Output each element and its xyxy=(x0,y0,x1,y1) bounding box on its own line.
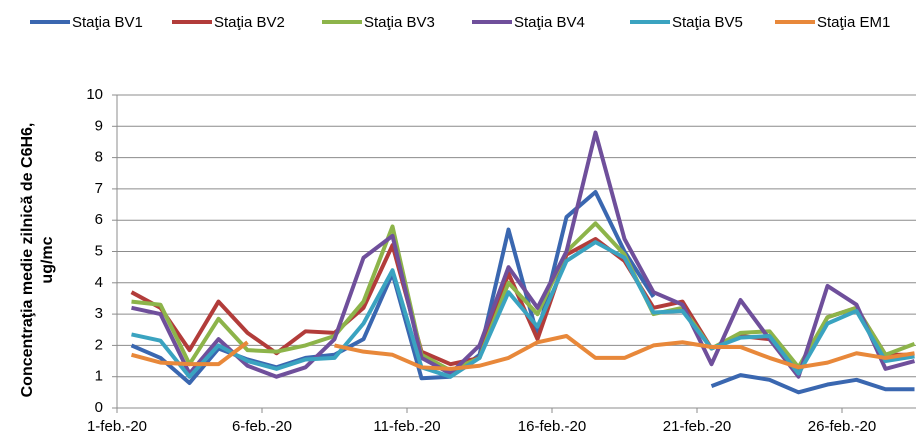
x-tick-label: 26-feb.-20 xyxy=(808,418,876,435)
data-line xyxy=(130,334,915,371)
y-tick-label: 10 xyxy=(86,86,103,103)
y-tick-label: 2 xyxy=(95,336,103,353)
legend-label: Staţia BV2 xyxy=(214,14,285,31)
y-axis-title-line: ug/mc xyxy=(39,236,56,283)
y-tick-label: 9 xyxy=(95,117,103,134)
data-line xyxy=(131,240,915,379)
legend-label: Staţia BV1 xyxy=(72,14,143,31)
data-line xyxy=(131,221,916,373)
x-tick-label: 1-feb.-20 xyxy=(87,418,147,435)
y-axis-title: Concentraţia medie zilnică de C6H6, ug/m… xyxy=(19,123,56,398)
legend-label: Staţia BV3 xyxy=(364,14,435,31)
x-tick-label: 6-feb.-20 xyxy=(232,418,292,435)
y-tick-label: 3 xyxy=(95,305,103,322)
data-line xyxy=(131,130,916,379)
x-tick-label: 16-feb.-20 xyxy=(518,418,586,435)
y-tick-label: 6 xyxy=(95,211,103,228)
y-tick-label: 1 xyxy=(95,368,103,385)
legend-label: Staţia BV5 xyxy=(672,14,743,31)
y-axis-title-line: Concentraţia medie zilnică de C6H6, xyxy=(19,123,36,398)
y-tick-label: 8 xyxy=(95,149,103,166)
legend-label: Staţia BV4 xyxy=(514,14,585,31)
y-tick-label: 7 xyxy=(95,180,103,197)
x-tick-label: 21-feb.-20 xyxy=(663,418,731,435)
legend-label: Staţia EM1 xyxy=(817,14,890,31)
y-tick-label: 0 xyxy=(95,399,103,416)
y-tick-label: 4 xyxy=(95,274,103,291)
x-tick-label: 11-feb.-20 xyxy=(373,418,440,435)
y-tick-label: 5 xyxy=(95,242,103,259)
